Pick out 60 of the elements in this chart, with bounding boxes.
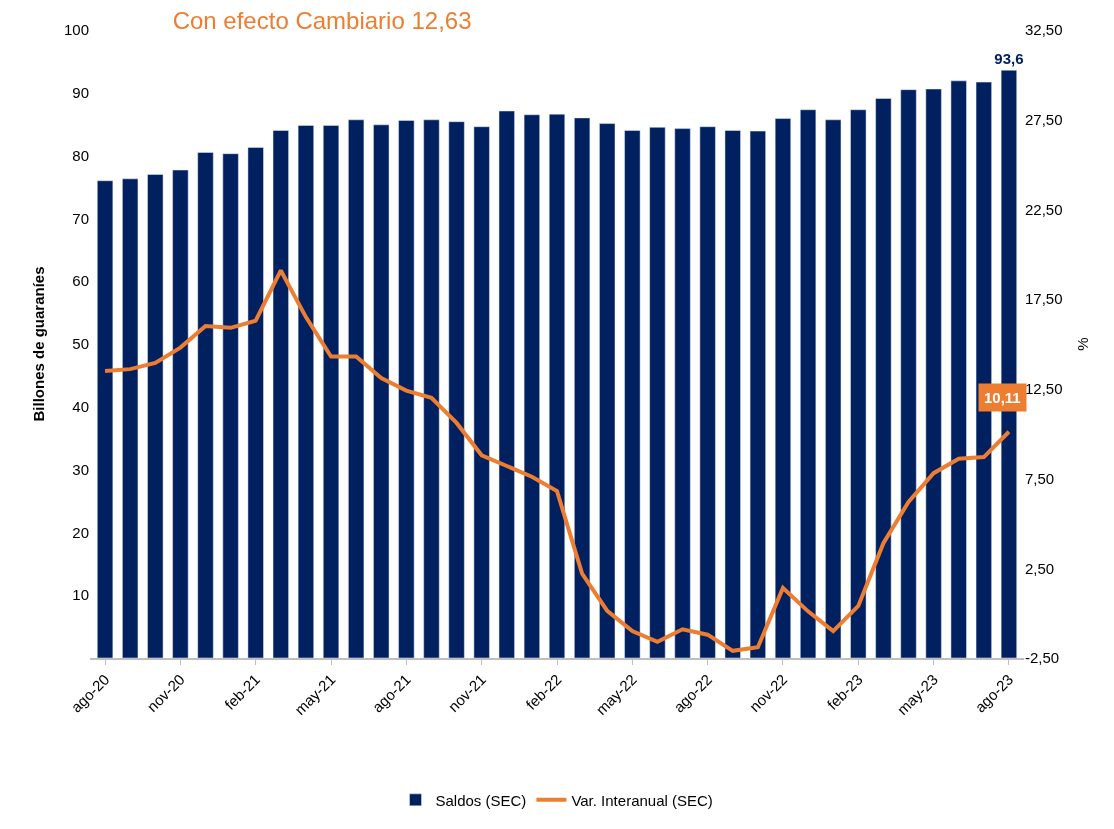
bar bbox=[448, 121, 465, 658]
bar bbox=[297, 125, 314, 658]
bar bbox=[222, 153, 239, 658]
bar bbox=[272, 130, 289, 658]
data-label: 93,6 bbox=[994, 50, 1024, 68]
bar bbox=[800, 109, 817, 658]
bar bbox=[574, 117, 591, 658]
bar bbox=[172, 169, 189, 658]
bar bbox=[774, 118, 791, 658]
y2-tick-label: -2,50 bbox=[1025, 649, 1060, 667]
y-tick-label: 40 bbox=[72, 398, 89, 416]
y-tick-label: 10 bbox=[72, 586, 89, 604]
bar bbox=[749, 130, 766, 658]
y2-tick-label: 7,50 bbox=[1025, 469, 1055, 487]
bar bbox=[649, 127, 666, 658]
y-tick-label: 80 bbox=[72, 146, 89, 164]
bar bbox=[97, 180, 114, 658]
bar bbox=[624, 130, 641, 658]
y-tick-label: 70 bbox=[72, 209, 89, 227]
y-tick-label: 100 bbox=[63, 21, 89, 39]
y-tick-label: 60 bbox=[72, 272, 89, 290]
bar bbox=[473, 126, 490, 658]
bar bbox=[247, 147, 264, 658]
y-tick-label: 30 bbox=[72, 460, 89, 478]
y-tick-label: 50 bbox=[72, 335, 89, 353]
bar bbox=[925, 88, 942, 658]
data-label: 10,11 bbox=[984, 389, 1021, 406]
bar bbox=[523, 114, 540, 658]
bar bbox=[348, 119, 365, 658]
bar bbox=[599, 123, 616, 658]
bar bbox=[122, 178, 139, 658]
y-tick-label: 20 bbox=[72, 523, 89, 541]
bar bbox=[197, 152, 214, 658]
y2-tick-label: 2,50 bbox=[1025, 559, 1055, 577]
legend-label: Var. Interanual (SEC) bbox=[571, 791, 713, 809]
bar bbox=[423, 119, 440, 658]
bar bbox=[900, 89, 917, 658]
bar bbox=[398, 120, 415, 658]
bar bbox=[498, 110, 515, 658]
bar bbox=[875, 98, 892, 658]
y2-tick-label: 17,50 bbox=[1025, 290, 1063, 308]
y2-tick-label: 32,50 bbox=[1025, 21, 1063, 39]
bar bbox=[699, 126, 716, 658]
bar bbox=[850, 109, 867, 658]
bar bbox=[548, 113, 566, 658]
legend-label: Saldos (SEC) bbox=[435, 791, 527, 809]
bar bbox=[323, 125, 340, 658]
bar bbox=[825, 119, 842, 658]
bar bbox=[724, 130, 741, 658]
bar bbox=[147, 174, 164, 658]
y-tick-label: 90 bbox=[72, 84, 89, 102]
y-axis-title: Billones de guaraníes bbox=[30, 266, 48, 422]
chart-title: Con efecto Cambiario 12,63 bbox=[172, 7, 472, 35]
bar bbox=[373, 124, 390, 658]
y2-axis-title: % bbox=[1073, 337, 1091, 351]
bar bbox=[950, 80, 967, 658]
y2-tick-label: 22,50 bbox=[1025, 200, 1063, 218]
bar bbox=[674, 128, 691, 658]
y2-tick-label: 12,50 bbox=[1025, 380, 1063, 398]
y2-tick-label: 27,50 bbox=[1025, 110, 1063, 128]
